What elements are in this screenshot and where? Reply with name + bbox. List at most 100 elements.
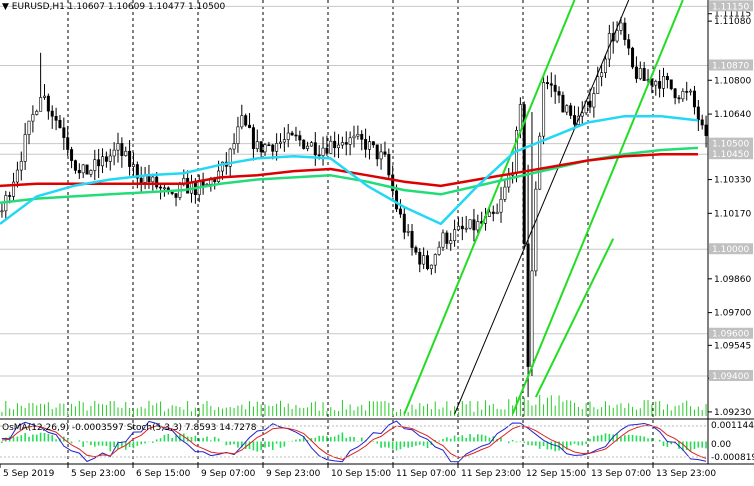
candle-body — [360, 133, 364, 140]
candle-body — [634, 66, 638, 79]
candle-body — [379, 151, 383, 160]
price-tag — [709, 148, 753, 160]
candle-body — [456, 225, 460, 230]
candle-body — [8, 195, 12, 197]
candle-body — [426, 255, 430, 270]
candle-body — [35, 111, 39, 115]
candle-body — [398, 208, 402, 215]
time-tick-label: 5 Sep 23:00 — [71, 469, 126, 479]
candle-body — [542, 82, 546, 137]
price-tick-label: 1.10330 — [714, 176, 751, 186]
candle-body — [313, 142, 317, 156]
candle-body — [437, 246, 441, 255]
candle-body — [487, 211, 491, 217]
time-tick-label: 11 Sep 07:00 — [396, 469, 456, 479]
candle-body — [464, 227, 468, 230]
candle-body — [410, 230, 414, 248]
candle-body — [367, 141, 371, 150]
candle-body — [673, 88, 677, 99]
candle-body — [85, 164, 89, 175]
candle-body — [104, 156, 108, 162]
candle-body — [131, 164, 135, 167]
candle-body — [689, 90, 693, 93]
candle-body — [77, 170, 81, 174]
candle-body — [433, 254, 437, 266]
candle-body — [309, 142, 313, 147]
ohlc-values: 1.10607 1.10609 1.10477 1.10500 — [67, 2, 226, 12]
candle-body — [93, 159, 97, 171]
price-tag-label: 1.10500 — [712, 140, 749, 150]
candle-body — [596, 76, 600, 94]
candle-body — [623, 22, 627, 40]
candles — [0, 16, 708, 398]
candle-body — [321, 147, 325, 156]
candle-body — [70, 149, 74, 161]
candle-body — [66, 137, 70, 150]
candle-body — [700, 119, 704, 126]
time-tick-label: 11 Sep 23:00 — [461, 469, 521, 479]
candle-body — [162, 187, 166, 190]
candle-body — [619, 22, 623, 31]
candle-body — [290, 132, 294, 136]
candle-body — [395, 190, 399, 210]
candle-body — [491, 211, 495, 214]
candle-body — [472, 219, 476, 231]
candle-body — [15, 169, 19, 183]
time-tick-label: 9 Sep 23:00 — [266, 469, 321, 479]
candle-body — [143, 175, 147, 183]
candle-body — [174, 193, 178, 198]
candle-body — [120, 143, 124, 156]
price-tag — [709, 0, 753, 12]
candle-body — [538, 135, 542, 190]
price-tag-label: 1.10000 — [712, 245, 749, 255]
candle-body — [27, 120, 31, 135]
candle-body — [255, 141, 259, 149]
chart-header: ▼ EURUSD,H1 1.10607 1.10609 1.10477 1.10… — [2, 2, 225, 12]
candle-body — [19, 161, 23, 171]
candle-body — [422, 255, 426, 265]
candle-body — [503, 186, 507, 200]
candle-body — [278, 141, 282, 144]
indicator-header: OsMA(12,26,9) -0.0003597 Stoch(5,3,3) 7.… — [2, 423, 257, 433]
price-tick-label: 1.09230 — [714, 408, 751, 418]
channel-line — [511, 0, 684, 415]
candle-body — [302, 139, 306, 149]
candle-body — [375, 144, 379, 160]
triangle-down-icon[interactable]: ▼ — [2, 2, 9, 12]
osc-tick: -0.000819 — [711, 453, 754, 463]
candle-body — [669, 79, 673, 90]
time-tick-label: 13 Sep 23:00 — [656, 469, 716, 479]
candle-body — [337, 144, 341, 149]
candle-body — [124, 150, 128, 156]
candle-body — [139, 177, 143, 183]
osc-tick: 0.00 — [711, 440, 731, 450]
candle-body — [73, 160, 77, 171]
candle-body — [259, 141, 263, 153]
time-tick-label: 13 Sep 07:00 — [591, 469, 651, 479]
candle-body — [592, 93, 596, 108]
price-tick-label: 1.09860 — [714, 275, 751, 285]
candle-body — [186, 178, 190, 194]
candle-body — [240, 115, 244, 128]
candle-body — [468, 219, 472, 229]
candle-body — [391, 174, 395, 192]
candle-body — [495, 211, 499, 214]
candle-body — [89, 170, 93, 175]
candle-body — [414, 247, 418, 253]
candle-body — [248, 124, 252, 128]
candle-body — [325, 147, 329, 154]
candle-body — [631, 47, 635, 68]
candle-body — [658, 81, 662, 89]
price-tag-label: 1.09400 — [712, 372, 749, 382]
candle-body — [600, 72, 604, 78]
price-tag-label: 1.11150 — [712, 2, 749, 12]
price-tick-label: 1.09700 — [714, 309, 751, 319]
candle-body — [340, 142, 344, 146]
time-tick-label: 12 Sep 15:00 — [526, 469, 586, 479]
candle-body — [62, 127, 66, 138]
price-tick-label: 1.10640 — [714, 110, 751, 120]
time-tick-label: 6 Sep 15:00 — [136, 469, 191, 479]
candle-body — [371, 141, 375, 146]
